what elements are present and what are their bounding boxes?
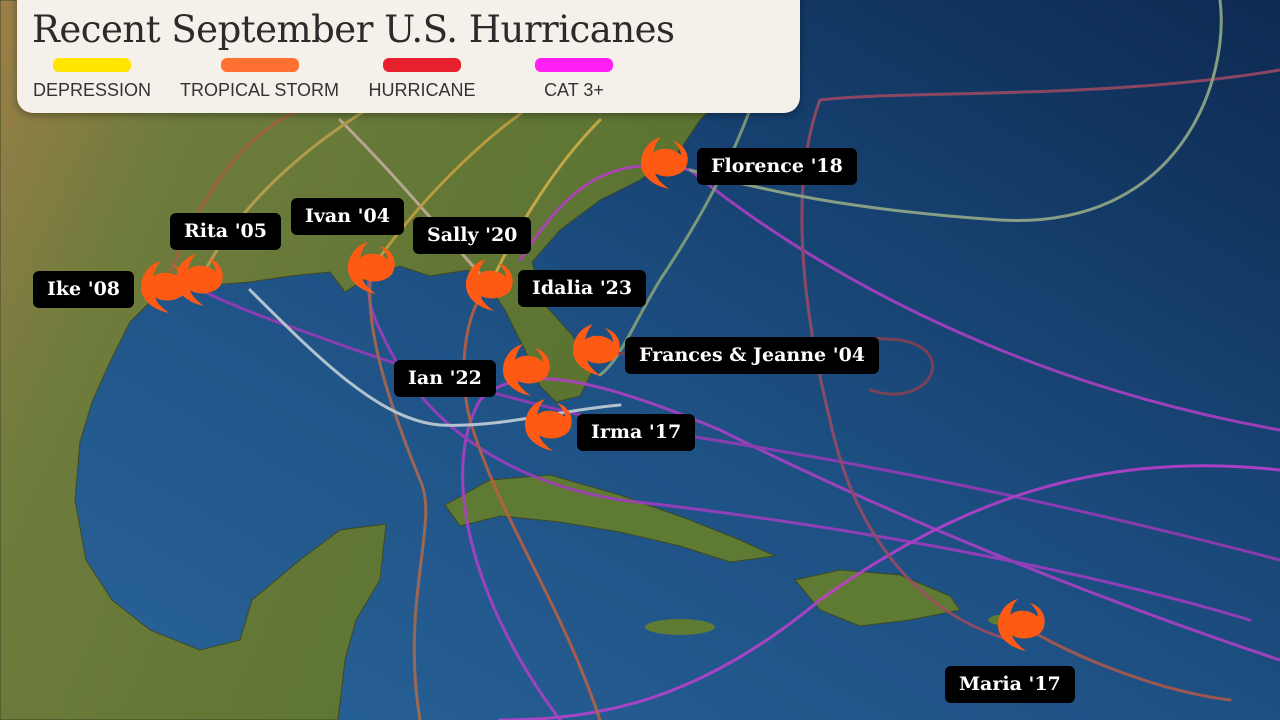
track [462,283,602,720]
legend-item-hurricane: HURRICANE [362,58,482,101]
hurricane-icon [176,254,223,306]
storm-label-florence[interactable]: Florence '18 [697,148,857,185]
track [366,266,1252,622]
hurricane-icon [573,324,620,376]
legend-item-depression: DEPRESSION [32,58,152,101]
legend-panel: Recent September U.S. Hurricanes DEPRESS… [17,0,800,113]
storm-label-frances-jeanne[interactable]: Frances & Jeanne '04 [625,337,880,374]
track [461,377,1280,720]
hurricane-icon [998,599,1045,651]
hurricane-icon [141,261,188,313]
hurricane-icons [141,137,1045,651]
track [338,118,492,287]
legend-swatch [535,58,613,72]
track [370,98,542,270]
legend-swatch [53,58,131,72]
track [368,266,428,720]
storm-label-ike[interactable]: Ike '08 [33,271,135,308]
track [163,108,302,289]
track [518,164,1280,432]
track [1020,623,1232,702]
jamaica [645,619,715,635]
storm-label-rita[interactable]: Rita '05 [170,213,281,250]
hurricane-icon [525,399,572,451]
track [800,68,1280,642]
storm-label-maria[interactable]: Maria '17 [945,666,1075,703]
track [498,464,1280,720]
map-title: Recent September U.S. Hurricanes [32,8,675,51]
storm-label-ivan[interactable]: Ivan '04 [291,198,404,235]
hurricane-icon [466,259,513,311]
legend-item-tropical-storm: TROPICAL STORM [177,58,342,101]
legend-swatch [383,58,461,72]
storm-label-idalia[interactable]: Idalia '23 [518,270,647,307]
hurricane-icon [641,137,688,189]
storm-label-irma[interactable]: Irma '17 [577,414,696,451]
legend-swatch [220,58,299,72]
legend-item-cat3: CAT 3+ [514,58,634,101]
track [488,118,602,287]
storm-label-ian[interactable]: Ian '22 [394,360,496,397]
track [248,288,622,427]
track [688,0,1223,222]
hurricane-icon [503,344,550,396]
hurricane-icon [348,242,395,294]
storm-label-sally[interactable]: Sally '20 [413,217,532,254]
